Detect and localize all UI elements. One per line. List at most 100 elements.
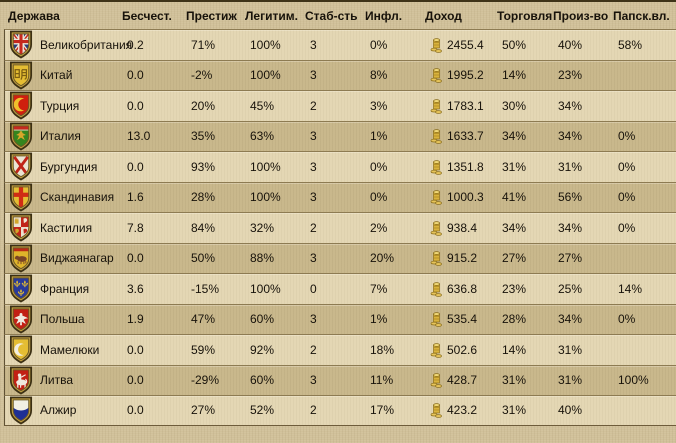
inflation-cell: 8% (370, 68, 430, 82)
table-row[interactable]: Италия 13.0 35% 63% 3 1% 1633.7 34% 34% 0% (4, 120, 676, 151)
country-name: Мамелюки (40, 342, 100, 357)
infamy-value: 0.0 (127, 98, 144, 113)
country-cell: Польша (5, 305, 127, 334)
prestige-value: 50% (191, 251, 216, 266)
stability-cell: 2 (310, 403, 370, 417)
country-name: Великобритания (40, 37, 133, 52)
income-cell: 1351.8 (430, 159, 502, 175)
production-cell: 34% (558, 312, 618, 326)
table-row[interactable]: Кастилия 7.8 84% 32% 2 2% 938.4 34% 34% 0% (4, 212, 676, 243)
trade-value: 30% (502, 98, 527, 113)
country-name: Италия (40, 129, 81, 144)
prestige-cell: 59% (191, 343, 250, 357)
stability-value: 3 (310, 68, 317, 83)
legitimacy-cell: 100% (250, 160, 310, 174)
legitimacy-cell: 100% (250, 68, 310, 82)
gold-coins-icon (430, 129, 442, 145)
country-name: Турция (40, 98, 80, 113)
gold-coins-icon (430, 403, 442, 419)
prestige-value: 28% (191, 190, 216, 205)
production-value: 34% (558, 220, 583, 235)
country-cell: Китай (5, 61, 127, 90)
trade-value: 34% (502, 220, 527, 235)
table-row[interactable]: Франция 3.6 -15% 100% 0 7% 636.8 23% 25% 14% (4, 273, 676, 304)
production-value: 40% (558, 37, 583, 52)
stability-cell: 3 (310, 160, 370, 174)
trade-cell: 31% (502, 403, 558, 417)
income-value: 1633.7 (447, 129, 484, 144)
gold-coins-icon (430, 282, 442, 297)
stability-cell: 3 (310, 312, 370, 326)
country-name: Скандинавия (40, 190, 115, 205)
legitimacy-value: 45% (250, 98, 275, 113)
table-row[interactable]: Мамелюки 0.0 59% 92% 2 18% 502.6 14% 31% (4, 334, 676, 365)
papal-value: 58% (618, 37, 643, 52)
table-row[interactable]: Литва 0.0 -29% 60% 3 11% 428.7 31% 31% 100% (4, 364, 676, 395)
ming-coat-of-arms-icon (9, 61, 33, 90)
column-header-trade: Торговля (497, 8, 553, 23)
inflation-value: 3% (370, 98, 388, 113)
table-body: Великобритания 0.2 71% 100% 3 0% 2455.4 50% 40%… (0, 29, 676, 426)
trade-value: 14% (502, 68, 527, 83)
stability-cell: 3 (310, 68, 370, 82)
legitimacy-cell: 100% (250, 38, 310, 52)
table-row[interactable]: Польша 1.9 47% 60% 3 1% 535.4 28% 34% 0% (4, 303, 676, 334)
income-cell: 636.8 (430, 281, 502, 297)
infamy-value: 1.6 (127, 190, 144, 205)
prestige-cell: 84% (191, 221, 250, 235)
income-value: 428.7 (447, 373, 478, 388)
stability-cell: 3 (310, 190, 370, 204)
table-row[interactable]: Алжир 0.0 27% 52% 2 17% 423.2 31% 40% (4, 395, 676, 426)
country-cell: Турция (5, 91, 127, 120)
table-row[interactable]: Великобритания 0.2 71% 100% 3 0% 2455.4 50% 40%… (4, 29, 676, 60)
trade-value: 50% (502, 37, 527, 52)
production-cell: 34% (558, 221, 618, 235)
table-row[interactable]: Китай 0.0 -2% 100% 3 8% 1995.2 14% 23% (4, 59, 676, 90)
trade-value: 31% (502, 373, 527, 388)
trade-cell: 28% (502, 312, 558, 326)
infamy-cell: 7.8 (127, 221, 191, 235)
legitimacy-value: 92% (250, 342, 275, 357)
table-row[interactable]: Бургундия 0.0 93% 100% 3 0% 1351.8 31% 31% 0% (4, 151, 676, 182)
income-cell: 1783.1 (430, 98, 502, 114)
stability-cell: 0 (310, 282, 370, 296)
gold-coins-icon (430, 99, 442, 114)
column-header-prestige: Престиж (186, 8, 237, 23)
table-row[interactable]: Виджаянагар 0.0 50% 88% 3 20% 915.2 27% 27% (4, 242, 676, 273)
inflation-cell: 3% (370, 99, 430, 113)
papal-cell: 0% (618, 190, 676, 204)
papal-value: 0% (618, 190, 636, 205)
table-row[interactable]: Турция 0.0 20% 45% 2 3% 1783.1 30% 34% (4, 90, 676, 121)
legitimacy-cell: 63% (250, 129, 310, 143)
stability-cell: 2 (310, 221, 370, 235)
stability-cell: 3 (310, 373, 370, 387)
prestige-value: 71% (191, 37, 216, 52)
inflation-value: 7% (370, 281, 388, 296)
gold-coins-icon (430, 190, 442, 206)
papal-value: 0% (618, 129, 636, 144)
infamy-value: 0.0 (127, 251, 144, 266)
income-cell: 915.2 (430, 250, 502, 267)
inflation-value: 1% (370, 129, 388, 144)
stability-value: 3 (310, 373, 317, 388)
income-value: 1000.3 (447, 190, 484, 205)
trade-value: 31% (502, 159, 527, 174)
prestige-cell: 71% (191, 38, 250, 52)
infamy-cell: 0.0 (127, 403, 191, 417)
inflation-cell: 7% (370, 282, 430, 296)
trade-cell: 14% (502, 343, 558, 357)
inflation-cell: 1% (370, 312, 430, 326)
prestige-cell: 28% (191, 190, 250, 204)
stability-cell: 2 (310, 99, 370, 113)
legitimacy-cell: 88% (250, 251, 310, 265)
infamy-value: 0.2 (127, 37, 144, 52)
stability-value: 2 (310, 220, 317, 235)
table-row[interactable]: Скандинавия 1.6 28% 100% 3 0% 1000.3 41% 56% 0% (4, 181, 676, 212)
inflation-value: 11% (370, 373, 394, 388)
production-value: 34% (558, 129, 583, 144)
country-cell: Скандинавия (5, 183, 127, 212)
production-cell: 25% (558, 282, 618, 296)
papal-value: 0% (618, 312, 636, 327)
inflation-cell: 11% (370, 373, 430, 387)
